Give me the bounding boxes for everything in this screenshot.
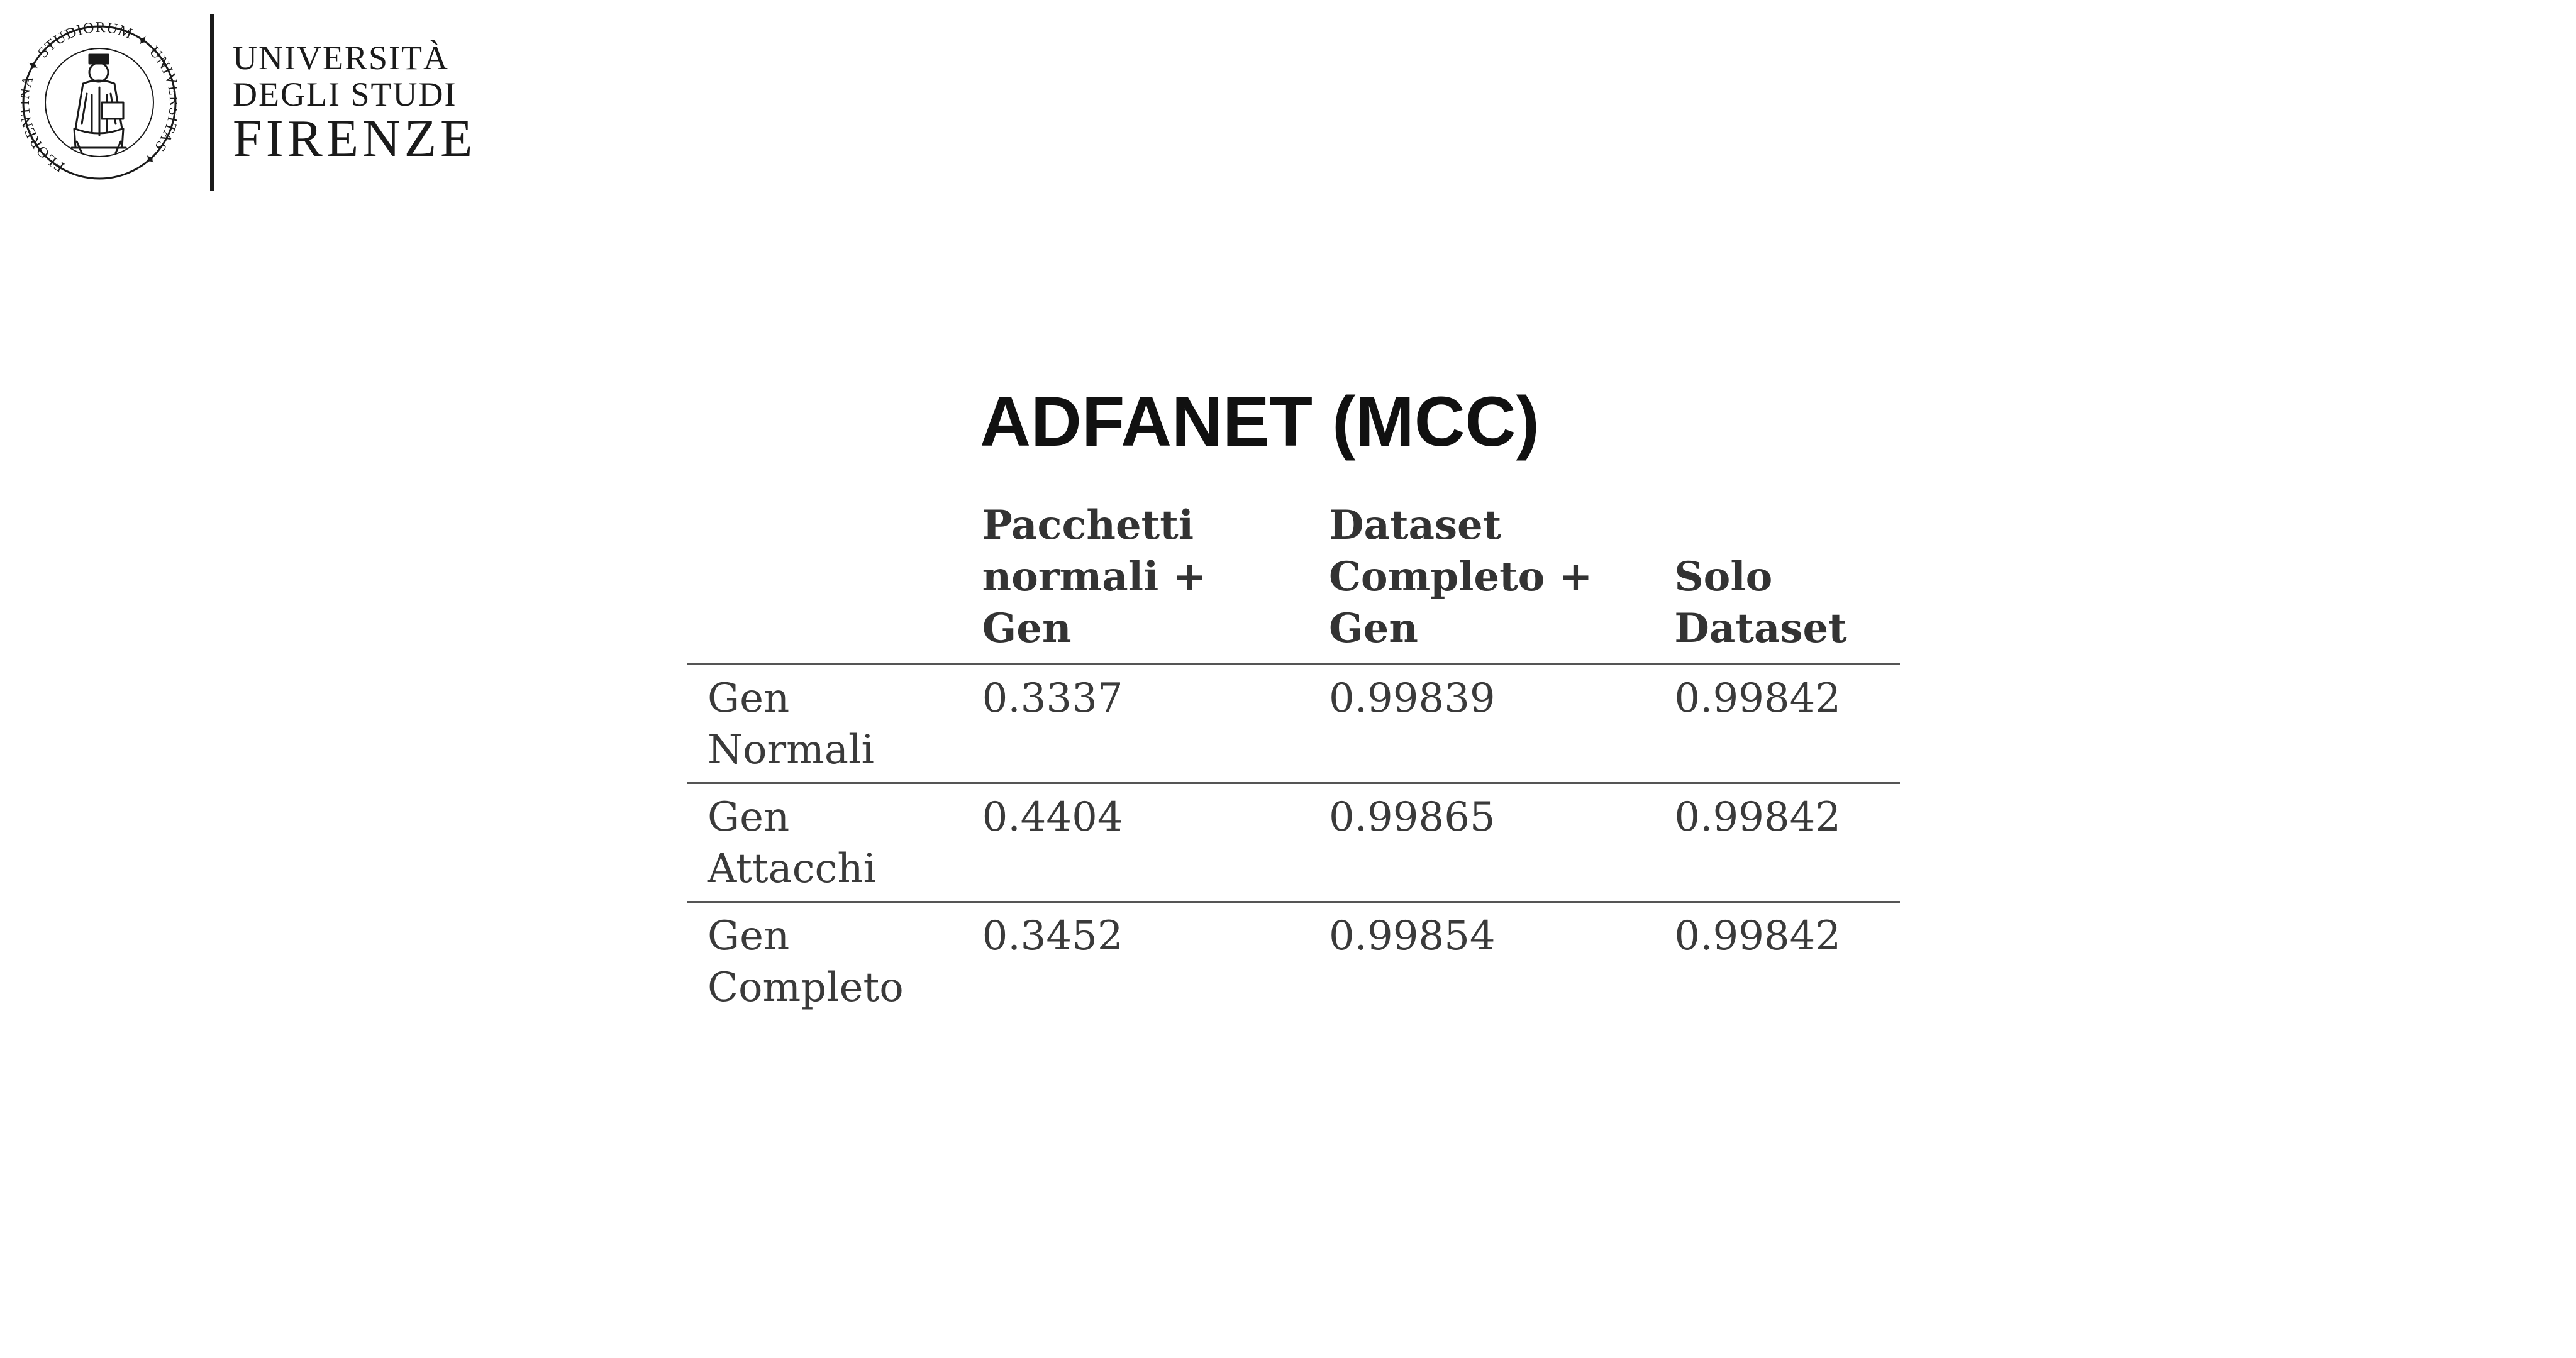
table-header-row: Pacchetti normali + Gen Dataset Completo… (687, 500, 1900, 665)
table-cell: 0.99839 (1328, 675, 1496, 722)
results-table: Pacchetti normali + Gen Dataset Completo… (687, 500, 1900, 1020)
table-row: Gen Completo 0.3452 0.99854 0.99842 (687, 901, 1900, 1020)
table-cell: 0.99842 (1654, 901, 1900, 1020)
table-cell: 0.3337 (982, 675, 1123, 722)
row-label: Gen Completo (687, 901, 962, 1020)
university-logo: FLORENTINA ✦ STUDIORUM ✦ UNIVERSITAS ✦ U… (21, 14, 476, 191)
university-name: UNIVERSITÀ DEGLI STUDI FIRENZE (233, 40, 476, 165)
table-row: Gen Attacchi 0.4404 0.99865 0.99842 (687, 782, 1900, 902)
university-name-line2: DEGLI STUDI (233, 75, 457, 113)
table-cell: 0.3452 (962, 901, 1309, 1020)
logo-divider (210, 14, 214, 191)
table-header-dataset-completo-gen: Dataset Completo + Gen (1308, 500, 1655, 665)
table-cell: 0.99842 (1654, 782, 1900, 902)
table-cell: 0.99865 (1308, 782, 1655, 902)
table-header-pacchetti-normali-gen: Pacchetti normali + Gen (962, 500, 1309, 665)
row-label: Gen Attacchi (687, 782, 962, 902)
university-seal-icon: FLORENTINA ✦ STUDIORUM ✦ UNIVERSITAS ✦ (21, 19, 177, 180)
table-row: Gen Normali 0.3337 0.99839 0.99842 (687, 665, 1900, 783)
row-label: Gen Normali (708, 675, 874, 773)
table-cell: 0.99842 (1674, 675, 1841, 722)
table-header-solo-dataset: Solo Dataset (1654, 500, 1900, 665)
table-cell: 0.99854 (1308, 901, 1655, 1020)
university-name-line3: FIRENZE (233, 109, 477, 168)
university-name-line1: UNIVERSITÀ (233, 39, 449, 77)
table-header-empty (687, 500, 962, 665)
slide-title: ADFANET (MCC) (980, 382, 1540, 461)
table-cell: 0.4404 (962, 782, 1309, 902)
